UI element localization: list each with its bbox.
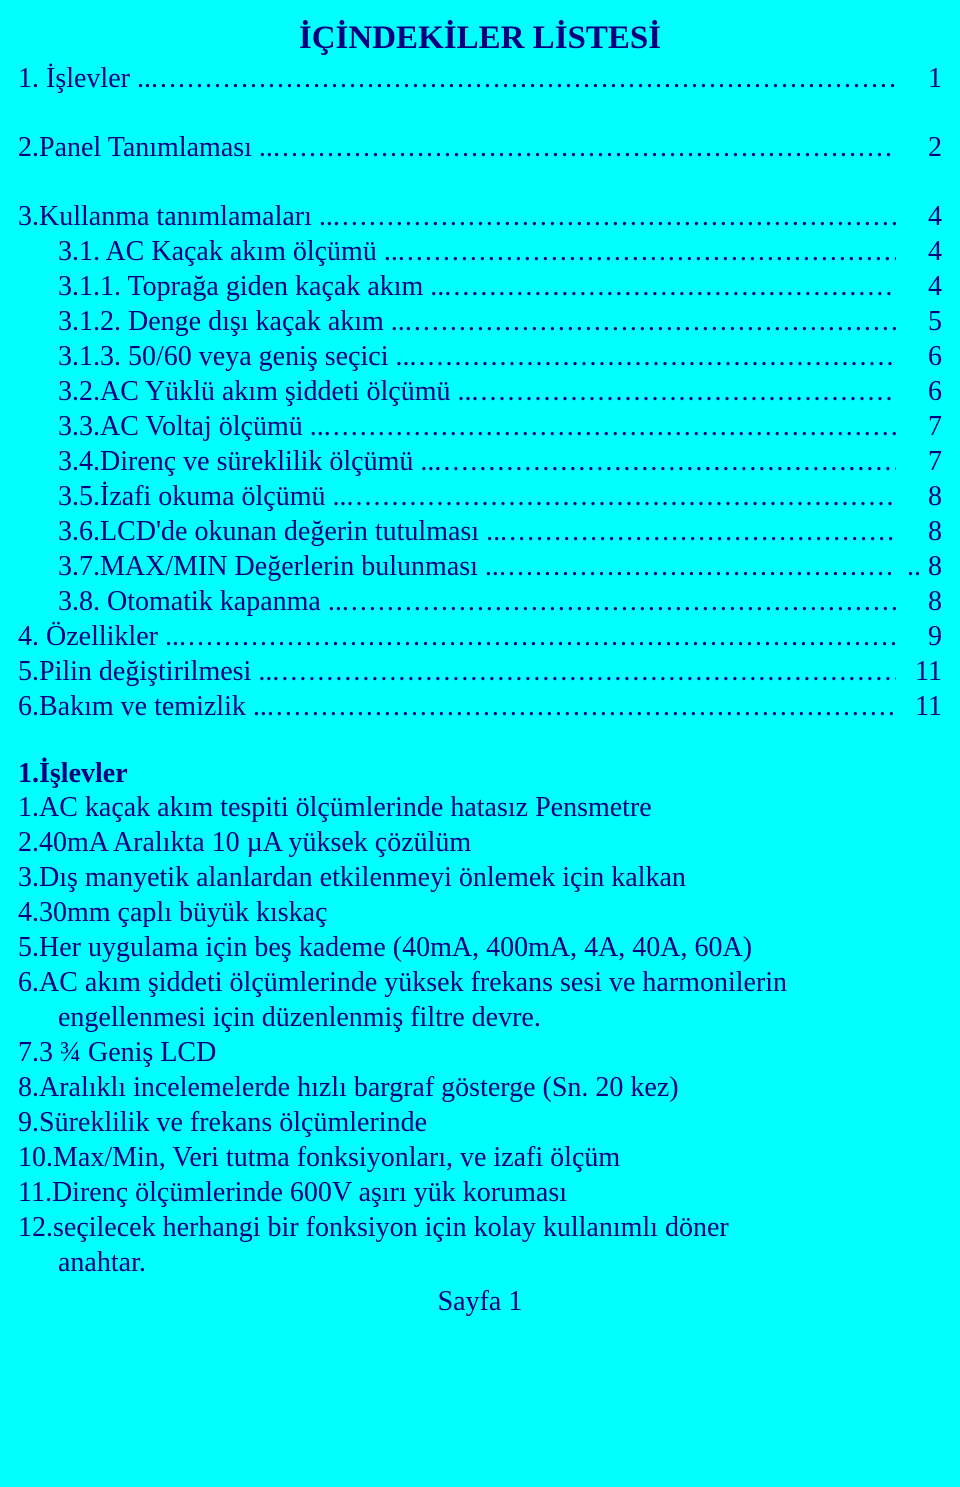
toc-label: 3.6.LCD'de okunan değerin tutulması .. xyxy=(58,514,500,549)
feature-item-cont: engellenmesi için düzenlenmiş filtre dev… xyxy=(18,1000,942,1035)
feature-item-cont: anahtar. xyxy=(18,1245,942,1280)
toc-leader: ........................................… xyxy=(272,654,896,689)
toc-row: 3.1. AC Kaçak akım ölçümü ..............… xyxy=(18,234,942,269)
toc-leader: ........................................… xyxy=(499,549,896,584)
feature-item: 5.Her uygulama için beş kademe (40mA, 40… xyxy=(18,930,942,965)
toc-page: 11 xyxy=(896,689,942,724)
toc-label: 3.Kullanma tanımlamaları .. xyxy=(18,199,333,234)
toc-label: 3.7.MAX/MIN Değerlerin bulunması .. xyxy=(58,549,499,584)
toc-label: 1. İşlevler .. xyxy=(18,61,151,96)
toc-leader: ........................................… xyxy=(333,199,896,234)
toc-label: 6.Bakım ve temizlik .. xyxy=(18,689,267,724)
toc-row: 5.Pilin değiştirilmesi .................… xyxy=(18,654,942,689)
section-heading: 1.İşlevler xyxy=(18,758,942,790)
features-list: 1.AC kaçak akım tespiti ölçümlerinde hat… xyxy=(18,790,942,1280)
toc-row: 3.8. Otomatik kapanma ..................… xyxy=(18,584,942,619)
toc-row: 3.2.AC Yüklü akım şiddeti ölçümü .......… xyxy=(18,374,942,409)
toc-page: 6 xyxy=(896,374,942,409)
toc-row: 3.6.LCD'de okunan değerin tutulması ....… xyxy=(18,514,942,549)
toc-label: 3.1.1. Toprağa giden kaçak akım .. xyxy=(58,269,444,304)
toc-label: 3.1.2. Denge dışı kaçak akım .. xyxy=(58,304,405,339)
toc-page: 4 xyxy=(896,269,942,304)
toc-page: 4 xyxy=(896,199,942,234)
toc-leader: ........................................… xyxy=(398,234,896,269)
toc-leader: ........................................… xyxy=(444,269,896,304)
toc-leader: ........................................… xyxy=(273,130,896,165)
toc-leader: ........................................… xyxy=(179,619,896,654)
feature-item: 7.3 ¾ Geniş LCD xyxy=(18,1035,942,1070)
toc-label: 3.2.AC Yüklü akım şiddeti ölçümü .. xyxy=(58,374,472,409)
toc-row: 2.Panel Tanımlaması ....................… xyxy=(18,130,942,165)
toc-row: 3.7.MAX/MIN Değerlerin bulunması .......… xyxy=(18,549,942,584)
toc-label: 2.Panel Tanımlaması .. xyxy=(18,130,273,165)
feature-item: 1.AC kaçak akım tespiti ölçümlerinde hat… xyxy=(18,790,942,825)
toc-leader: ........................................… xyxy=(267,689,896,724)
toc-label: 3.8. Otomatik kapanma .. xyxy=(58,584,342,619)
toc-page: 8 xyxy=(896,514,942,549)
toc-row: 3.1.1. Toprağa giden kaçak akım ........… xyxy=(18,269,942,304)
toc-label: 5.Pilin değiştirilmesi .. xyxy=(18,654,272,689)
table-of-contents: 1. İşlevler ............................… xyxy=(18,61,942,724)
toc-page: 1 xyxy=(896,61,942,96)
toc-label: 3.3.AC Voltaj ölçümü .. xyxy=(58,409,324,444)
toc-label: 3.4.Direnç ve süreklilik ölçümü .. xyxy=(58,444,434,479)
toc-label: 4. Özellikler .. xyxy=(18,619,179,654)
toc-page: 5 xyxy=(896,304,942,339)
toc-label: 3.5.İzafi okuma ölçümü .. xyxy=(58,479,346,514)
page-footer: Sayfa 1 xyxy=(18,1286,942,1318)
toc-row: 6.Bakım ve temizlik ....................… xyxy=(18,689,942,724)
toc-leader: ........................................… xyxy=(409,339,896,374)
toc-page: 2 xyxy=(896,130,942,165)
feature-item: 11.Direnç ölçümlerinde 600V aşırı yük ko… xyxy=(18,1175,942,1210)
feature-item: 12.seçilecek herhangi bir fonksiyon için… xyxy=(18,1210,942,1245)
toc-leader: ........................................… xyxy=(405,304,896,339)
toc-page: 7 xyxy=(896,409,942,444)
toc-row: 3.5.İzafi okuma ölçümü .................… xyxy=(18,479,942,514)
toc-page: 4 xyxy=(896,234,942,269)
toc-leader: ........................................… xyxy=(342,584,896,619)
toc-leader: ........................................… xyxy=(346,479,896,514)
toc-row: 1. İşlevler ............................… xyxy=(18,61,942,96)
toc-page: 7 xyxy=(896,444,942,479)
toc-page: 11 xyxy=(896,654,942,689)
toc-page: 8 xyxy=(896,479,942,514)
feature-item: 8.Aralıklı incelemelerde hızlı bargraf g… xyxy=(18,1070,942,1105)
toc-leader: ........................................… xyxy=(472,374,897,409)
toc-row: 3.3.AC Voltaj ölçümü ...................… xyxy=(18,409,942,444)
toc-row: 3.Kullanma tanımlamaları ...............… xyxy=(18,199,942,234)
feature-item: 3.Dış manyetik alanlardan etkilenmeyi ön… xyxy=(18,860,942,895)
toc-row: 3.1.2. Denge dışı kaçak akım ...........… xyxy=(18,304,942,339)
toc-leader: ........................................… xyxy=(324,409,896,444)
toc-leader: ........................................… xyxy=(151,61,896,96)
feature-item: 4.30mm çaplı büyük kıskaç xyxy=(18,895,942,930)
toc-leader: ........................................… xyxy=(434,444,896,479)
toc-page: 9 xyxy=(896,619,942,654)
feature-item: 9.Süreklilik ve frekans ölçümlerinde xyxy=(18,1105,942,1140)
toc-page: 6 xyxy=(896,339,942,374)
toc-row: 3.1.3. 50/60 veya geniş seçici .........… xyxy=(18,339,942,374)
toc-label: 3.1. AC Kaçak akım ölçümü .. xyxy=(58,234,398,269)
toc-row: 3.4.Direnç ve süreklilik ölçümü ........… xyxy=(18,444,942,479)
page-title: İÇİNDEKİLER LİSTESİ xyxy=(18,20,942,57)
toc-page: 8 xyxy=(896,584,942,619)
feature-item: 2.40mA Aralıkta 10 µA yüksek çözülüm xyxy=(18,825,942,860)
toc-leader: ........................................… xyxy=(500,514,896,549)
feature-item: 6.AC akım şiddeti ölçümlerinde yüksek fr… xyxy=(18,965,942,1000)
toc-row: 4. Özellikler ..........................… xyxy=(18,619,942,654)
feature-item: 10.Max/Min, Veri tutma fonksiyonları, ve… xyxy=(18,1140,942,1175)
toc-page: .. 8 xyxy=(896,549,942,584)
toc-label: 3.1.3. 50/60 veya geniş seçici .. xyxy=(58,339,409,374)
